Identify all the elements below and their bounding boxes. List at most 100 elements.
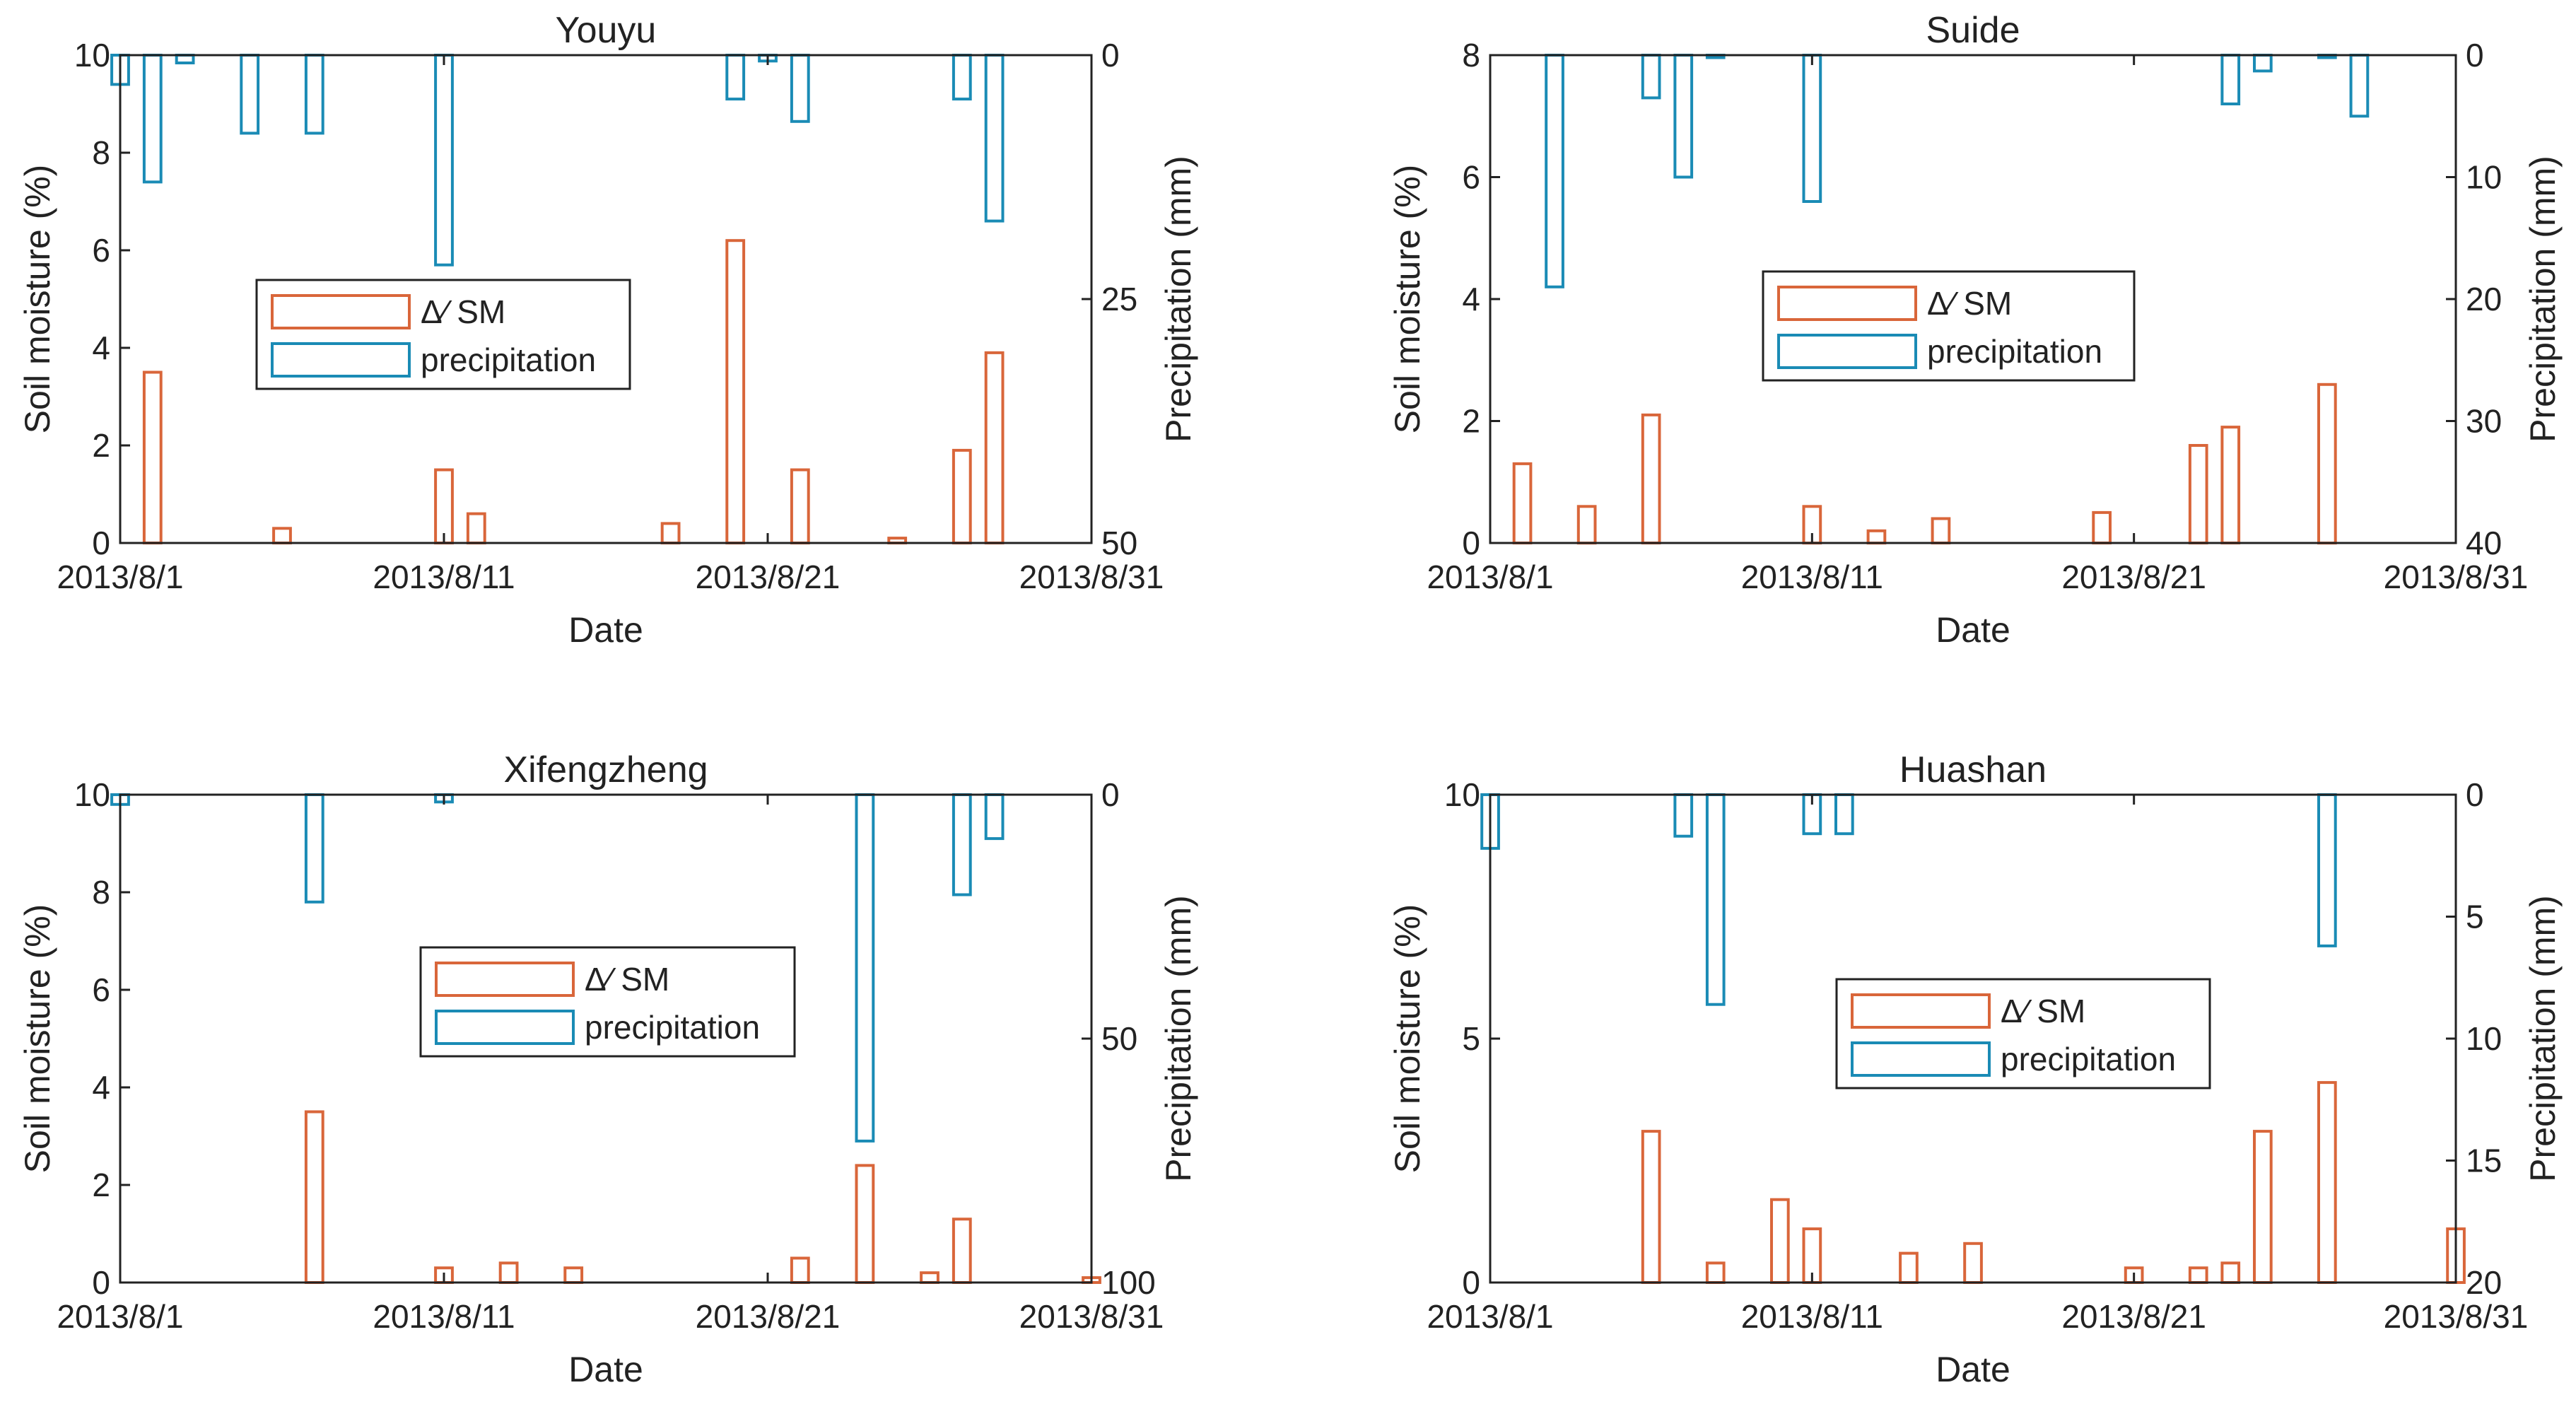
sm-bar [2188, 444, 2208, 544]
x-tick-label: 2013/8/1 [1427, 1298, 1553, 1335]
precip-bar [1673, 54, 1694, 179]
legend: Δ⁄ SM precipitation [1835, 978, 2211, 1090]
sm-bar [920, 1271, 939, 1284]
y2-axis-label: Precipitation (mm) [2523, 156, 2563, 443]
legend-box [255, 279, 631, 390]
y2-tick-label: 20 [2466, 281, 2502, 317]
legend-swatch-sm [271, 294, 411, 329]
y-tick-label: 0 [1462, 525, 1480, 561]
precip-bar [240, 54, 260, 135]
y2-tick-label: 100 [1101, 1264, 1156, 1301]
legend-label-precipitation: precipitation [2001, 1041, 2176, 1077]
precip-bar [2220, 54, 2241, 105]
precip-bar [1641, 54, 1661, 100]
sm-bar [790, 1256, 810, 1284]
y2-tick-label: 25 [1101, 281, 1137, 317]
precip-bar [725, 54, 746, 101]
sm-bar [1866, 529, 1887, 545]
sm-bar [1899, 1251, 1919, 1284]
precip-bar [2349, 54, 2370, 118]
chart-title: Huashan [1899, 749, 2047, 790]
sm-bar [1931, 517, 1951, 544]
legend-label-sm: Δ⁄ SM [421, 293, 505, 330]
x-tick-label: 2013/8/1 [57, 1298, 183, 1335]
x-tick-label: 2013/8/31 [2384, 559, 2529, 595]
y2-tick-label: 0 [2466, 37, 2484, 74]
precip-bar [304, 793, 324, 904]
sm-bar [2092, 510, 2112, 545]
precip-bar [984, 793, 1005, 841]
legend-label-sm: Δ⁄ SM [585, 961, 669, 998]
sm-bar [142, 370, 163, 544]
x-tick-label: 2013/8/21 [696, 1298, 841, 1335]
precip-bar [1834, 793, 1854, 836]
sm-bar [304, 1110, 324, 1284]
y-tick-label: 6 [92, 971, 110, 1008]
y-tick-label: 0 [92, 525, 110, 561]
panel-suide: 2013/8/1 2013/8/11 2013/8/21 2013/8/31 0 2 4 6 8… [1388, 10, 2563, 650]
precip-bar [175, 54, 195, 64]
y2-tick-label: 50 [1101, 525, 1137, 561]
x-axis-label: Date [568, 610, 643, 650]
sm-bar [2220, 1261, 2241, 1285]
sm-bar [2317, 1081, 2337, 1284]
sm-bar [1641, 413, 1661, 545]
precip-bar [2317, 793, 2337, 947]
y2-tick-label: 15 [2466, 1143, 2502, 1179]
sm-bar [272, 527, 292, 544]
x-tick-label: 2013/8/1 [1427, 559, 1553, 595]
precip-bar [142, 54, 163, 184]
y-tick-label: 2 [1462, 403, 1480, 440]
y-tick-label: 0 [1462, 1264, 1480, 1301]
sm-bar [2317, 382, 2337, 545]
legend: Δ⁄ SM precipitation [255, 279, 631, 390]
legend-label-precipitation: precipitation [585, 1009, 760, 1046]
sm-bar [984, 351, 1005, 544]
y-tick-label: 6 [92, 232, 110, 269]
y-tick-label: 8 [92, 874, 110, 911]
sm-bar [1512, 462, 1533, 545]
legend-box [419, 946, 796, 1058]
y-tick-label: 2 [92, 1167, 110, 1203]
y2-tick-label: 20 [2466, 1264, 2502, 1301]
sm-bar [1770, 1198, 1790, 1284]
y-axis-label: Soil moisture (%) [18, 904, 57, 1174]
y2-axis-label: Precipitation (mm) [2523, 895, 2563, 1182]
y-tick-label: 8 [92, 134, 110, 171]
chart-title: Youyu [556, 10, 657, 51]
x-tick-label: 2013/8/21 [2061, 559, 2206, 595]
sm-bar [2220, 426, 2241, 544]
y2-tick-label: 30 [2466, 403, 2502, 440]
precip-bar [855, 793, 875, 1143]
y2-tick-label: 10 [2466, 1020, 2502, 1057]
y-axis-label: Soil moisture (%) [1388, 165, 1427, 434]
y-tick-label: 2 [92, 427, 110, 464]
y2-tick-label: 0 [2466, 776, 2484, 813]
y-axis-label: Soil moisture (%) [18, 165, 57, 434]
legend: Δ⁄ SM precipitation [419, 946, 796, 1058]
x-tick-label: 2013/8/11 [373, 1298, 515, 1335]
x-axis-label: Date [1936, 1350, 2010, 1389]
sm-bar [660, 522, 681, 545]
precip-bar [1705, 793, 1726, 1006]
y-tick-label: 4 [92, 1069, 110, 1106]
legend-label-precipitation: precipitation [1927, 333, 2102, 370]
y-tick-label: 4 [1462, 281, 1480, 317]
panel-youyu: 2013/8/1 2013/8/11 2013/8/21 2013/8/31 0 2 4 6 8… [18, 10, 1198, 650]
chart-title: Xifengzheng [503, 749, 708, 790]
sm-bar [952, 448, 972, 545]
sm-bar [1963, 1242, 1983, 1285]
legend-box [1835, 978, 2211, 1090]
legend-swatch-sm [1777, 286, 1917, 321]
x-tick-label: 2013/8/11 [1741, 1298, 1883, 1335]
x-tick-label: 2013/8/11 [373, 559, 515, 595]
y-tick-label: 0 [92, 1264, 110, 1301]
y-tick-label: 10 [74, 776, 110, 813]
sm-bar [2253, 1130, 2273, 1284]
precip-bar [2253, 54, 2273, 73]
legend-swatch-sm [1851, 993, 1991, 1029]
y2-tick-label: 0 [1101, 776, 1120, 813]
y2-tick-label: 40 [2466, 525, 2502, 561]
x-tick-label: 2013/8/31 [1019, 1298, 1164, 1335]
